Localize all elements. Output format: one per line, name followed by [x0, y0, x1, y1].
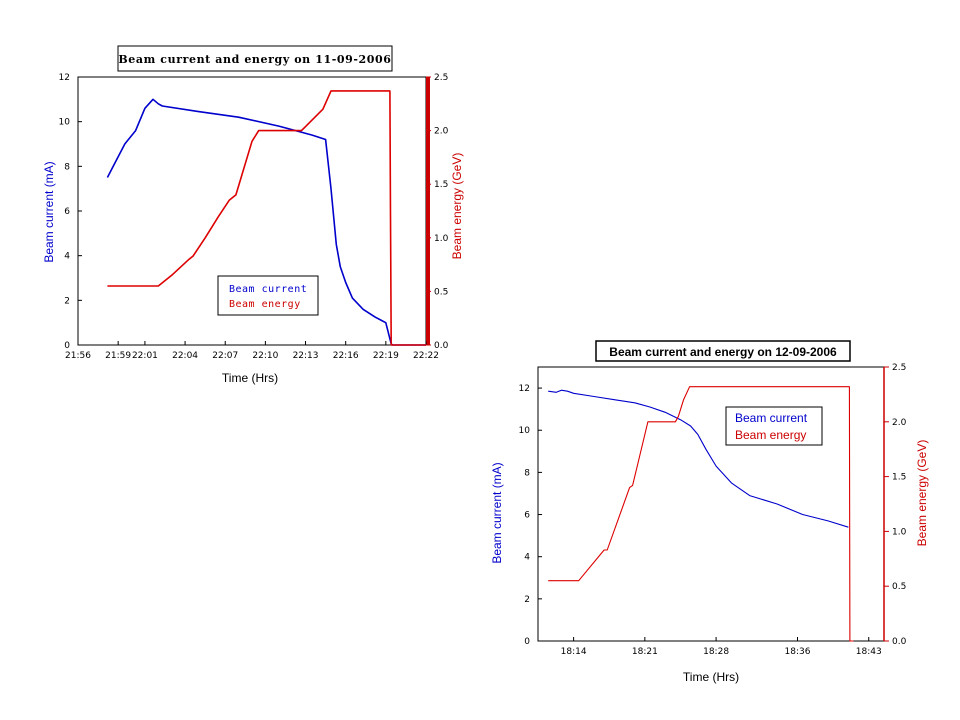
y-tick-label: 6 — [64, 207, 70, 217]
x-tick-label: 22:16 — [333, 351, 359, 361]
chart-1-y-axis-label: Beam current (mA) — [42, 161, 56, 262]
x-tick-label: 18:28 — [703, 647, 729, 657]
y2-tick-label: 2.5 — [434, 73, 448, 83]
x-tick-label: 18:43 — [856, 647, 882, 657]
chart-1-legend-current: Beam current — [229, 284, 307, 295]
y2-tick-label: 1.0 — [434, 234, 449, 244]
chart-2-y2-axis-label: Beam energy (GeV) — [915, 440, 929, 547]
y-tick-label: 10 — [519, 426, 531, 436]
chart-2-title: Beam current and energy on 12-09-2006 — [609, 345, 837, 359]
y2-tick-label: 1.0 — [892, 527, 907, 537]
y2-tick-label: 2.5 — [892, 363, 906, 373]
chart-2-title-box — [595, 340, 851, 362]
y-tick-label: 2 — [64, 296, 70, 306]
y2-tick-label: 2.0 — [892, 418, 907, 428]
y-tick-label: 4 — [64, 252, 70, 262]
y2-tick-label: 0.5 — [434, 287, 448, 297]
chart-1-legend-energy: Beam energy — [229, 299, 301, 310]
y2-tick-label: 2.0 — [434, 127, 449, 137]
y-tick-label: 12 — [59, 73, 70, 83]
chart-1-title: Beam current and energy on 11-09-2006 — [118, 53, 391, 66]
x-tick-label: 21:59 — [105, 351, 131, 361]
y-tick-label: 8 — [64, 162, 70, 172]
chart-1-y2-axis-label: Beam energy (GeV) — [450, 153, 464, 260]
x-tick-label: 22:13 — [293, 351, 319, 361]
chart-2-legend — [725, 406, 823, 446]
chart-2-legend-current: Beam current — [735, 411, 808, 425]
x-tick-label: 22:22 — [413, 351, 439, 361]
chart-1-right-axis-bar — [426, 77, 430, 345]
y2-tick-label: 0.0 — [434, 341, 449, 351]
y-tick-label: 8 — [524, 468, 530, 478]
y-tick-label: 4 — [524, 553, 530, 563]
y2-tick-label: 1.5 — [892, 473, 906, 483]
chart-1: 21:56 21:59 22:01 22:04 22:07 22:10 22:13 22:16… — [42, 45, 464, 385]
chart-1-x-axis-label: Time (Hrs) — [222, 371, 278, 385]
chart-2-legend-energy: Beam energy — [735, 428, 806, 442]
x-tick-label: 18:21 — [632, 647, 658, 657]
chart-2: 18:14 18:21 18:28 18:36 18:43 0 2 4 6 8 10 12 0.0 0.5… — [490, 340, 929, 684]
y-tick-label: 10 — [59, 118, 71, 128]
y-tick-label: 12 — [519, 384, 530, 394]
y-tick-label: 0 — [524, 637, 530, 647]
x-tick-label: 22:01 — [132, 351, 158, 361]
y-tick-label: 6 — [524, 511, 530, 521]
y2-tick-label: 1.5 — [434, 180, 448, 190]
beam-current-line — [548, 389, 849, 528]
x-tick-label: 22:19 — [373, 351, 399, 361]
x-tick-label: 22:04 — [172, 351, 198, 361]
y-tick-label: 2 — [524, 595, 530, 605]
x-tick-label: 18:14 — [561, 647, 587, 657]
chart-2-x-axis-label: Time (Hrs) — [683, 670, 739, 684]
x-tick-label: 22:10 — [252, 351, 278, 361]
beam-energy-line — [548, 386, 854, 642]
chart-2-plot-frame — [537, 366, 885, 642]
chart-1-legend — [217, 275, 319, 316]
x-tick-label: 22:07 — [212, 351, 238, 361]
beam-current-line — [106, 98, 426, 346]
beam-energy-line — [107, 90, 426, 346]
x-tick-label: 18:36 — [785, 647, 811, 657]
y-tick-label: 0 — [64, 341, 70, 351]
chart-2-y-axis-label: Beam current (mA) — [490, 462, 504, 563]
y2-tick-label: 0.0 — [892, 637, 907, 647]
y2-tick-label: 0.5 — [892, 582, 906, 592]
chart-1-title-box — [117, 45, 393, 72]
x-tick-label: 21:56 — [65, 351, 91, 361]
